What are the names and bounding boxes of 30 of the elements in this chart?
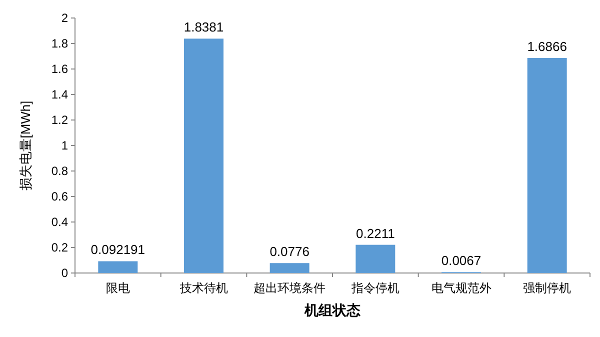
y-tick-label: 1.4 <box>51 88 68 102</box>
y-tick-label: 0.6 <box>51 190 68 204</box>
x-tick-label: 电气规范外 <box>431 281 492 295</box>
bar <box>270 263 310 273</box>
y-tick-label: 1.6 <box>51 62 68 76</box>
x-tick-label: 技术待机 <box>178 281 228 295</box>
y-tick-label: 1.2 <box>51 113 68 127</box>
data-label: 1.8381 <box>184 20 224 35</box>
bar <box>98 261 138 273</box>
y-tick-label: 0 <box>61 266 68 280</box>
data-label: 0.2211 <box>356 226 395 241</box>
y-tick-label: 0.8 <box>51 164 68 178</box>
data-label: 0.0067 <box>441 253 482 268</box>
bar <box>356 244 396 273</box>
y-tick-label: 1 <box>61 138 68 152</box>
bar <box>184 38 224 273</box>
x-tick-label: 限电 <box>106 281 130 295</box>
x-tick-label: 指令停机 <box>350 281 400 295</box>
y-tick-label: 0.2 <box>51 240 68 254</box>
bar <box>527 58 567 273</box>
y-tick-label: 1.8 <box>51 36 68 50</box>
y-axis-title: 损失电量[MWh] <box>18 100 33 190</box>
x-tick-label: 超出环境条件 <box>254 281 326 295</box>
x-axis-title: 机组状态 <box>304 302 360 318</box>
data-label: 0.0776 <box>270 244 310 260</box>
data-label: 1.6866 <box>527 38 567 54</box>
y-tick-label: 0.4 <box>51 215 68 229</box>
data-label: 0.092191 <box>90 242 146 258</box>
y-tick-label: 2 <box>61 11 68 25</box>
x-tick-label: 强制停机 <box>523 281 572 295</box>
